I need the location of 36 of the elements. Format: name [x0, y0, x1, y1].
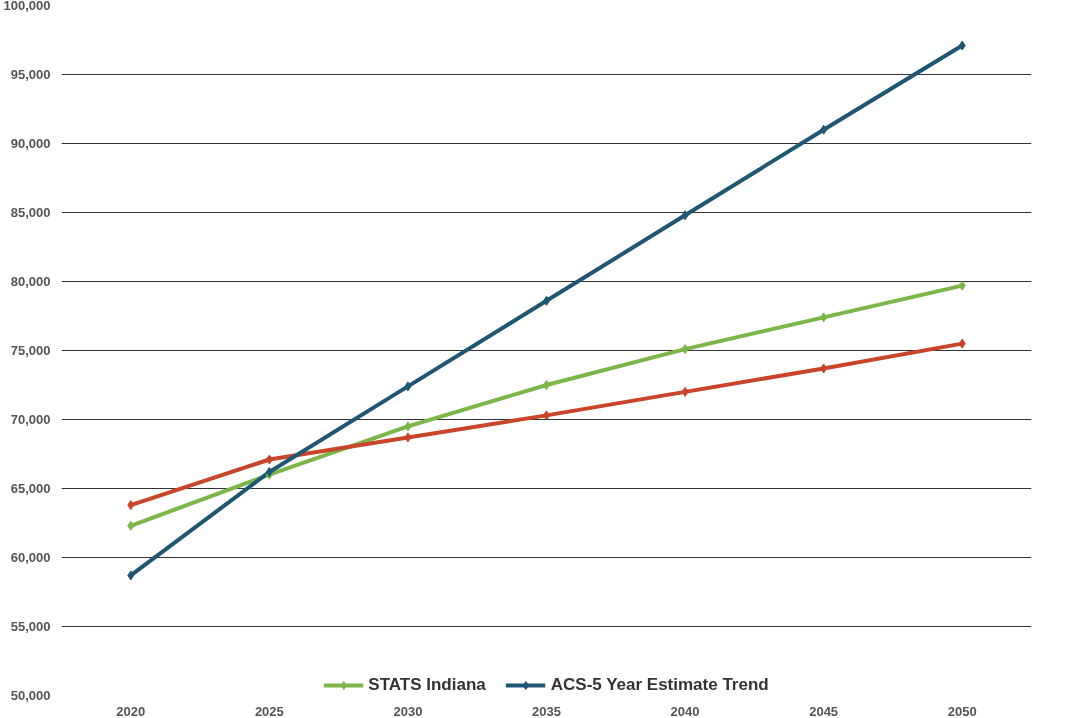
point — [404, 381, 412, 392]
point — [820, 124, 828, 135]
legend-label: ACS-5 Year Estimate Trend — [550, 675, 769, 695]
point — [404, 432, 412, 443]
y-tick-label: 80,000 — [10, 274, 51, 289]
x-tick-label: 2050 — [947, 703, 977, 718]
point — [958, 280, 966, 291]
y-tick-label: 100,000 — [3, 0, 51, 13]
y-tick-label: 60,000 — [10, 550, 51, 565]
point — [543, 380, 550, 390]
point — [127, 520, 135, 531]
x-tick-label: 2045 — [809, 703, 839, 718]
point — [127, 500, 135, 511]
x-tick-label: 2025 — [254, 703, 284, 718]
point — [681, 344, 689, 355]
y-tick-label: 50,000 — [10, 688, 51, 703]
point — [958, 338, 966, 349]
x-tick-label: 2020 — [116, 703, 146, 718]
y-tick-label: 75,000 — [10, 343, 51, 358]
x-tick-label: 2030 — [393, 703, 423, 718]
y-tick-label: 95,000 — [10, 67, 51, 82]
x-tick-label: 2035 — [532, 703, 561, 718]
point — [265, 454, 273, 465]
y-tick-label: 55,000 — [10, 619, 51, 634]
point — [958, 40, 966, 51]
point — [681, 210, 689, 221]
point — [404, 421, 412, 432]
point — [681, 386, 689, 397]
point — [820, 312, 828, 323]
y-tick-label: 90,000 — [10, 136, 51, 151]
x-tick-label: 2040 — [670, 703, 700, 718]
y-tick-label: 70,000 — [10, 412, 51, 427]
legend-label: STATS Indiana — [368, 675, 486, 695]
point — [127, 570, 135, 581]
y-tick-label: 85,000 — [10, 205, 51, 220]
y-tick-label: 65,000 — [10, 481, 51, 496]
